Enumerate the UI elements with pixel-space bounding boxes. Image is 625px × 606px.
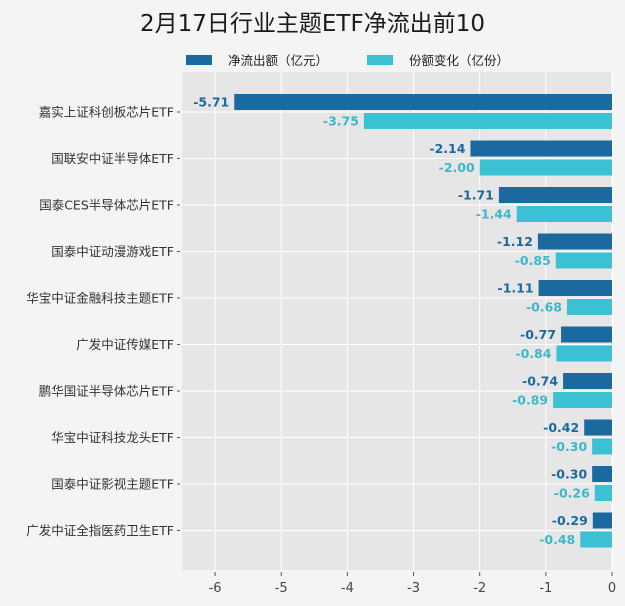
category-label: 华宝中证科技龙头ETF [51, 430, 174, 445]
net-outflow-bar [561, 326, 612, 343]
data-label: -3.75 [323, 114, 359, 129]
data-label: -0.26 [554, 486, 590, 501]
data-label: -0.30 [551, 467, 587, 482]
legend-item-net-outflow: 净流出额（亿元） [186, 50, 328, 69]
share-change-bar [594, 485, 612, 501]
share-change-bar [479, 159, 612, 176]
share-change-bar [516, 206, 612, 222]
legend-item-share-change: 份额变化（亿份） [367, 50, 509, 69]
category-label: 国泰中证影视主题ETF [51, 477, 174, 492]
share-change-bar [592, 438, 612, 455]
chart-title: 2月17日行业主题ETF净流出前10 [140, 11, 485, 37]
x-tick-label: -3 [407, 581, 420, 596]
data-label: -5.71 [193, 95, 229, 110]
category-label: 广发中证全指医药卫生ETF [26, 523, 174, 538]
legend-swatch [367, 54, 393, 65]
net-outflow-bar [498, 187, 612, 203]
net-outflow-bar [470, 140, 612, 157]
x-tick-label: -4 [341, 581, 354, 596]
data-label: -0.42 [543, 420, 579, 435]
category-label: 国泰中证动漫游戏ETF [51, 244, 174, 259]
legend-label: 份额变化（亿份） [409, 53, 510, 68]
category-label: 国泰CES半导体芯片ETF [39, 198, 174, 213]
net-outflow-bar [592, 466, 612, 482]
data-label: -0.48 [539, 532, 575, 547]
data-label: -0.85 [515, 253, 551, 268]
x-tick-label: -1 [539, 581, 552, 596]
x-tick-label: 0 [608, 581, 616, 596]
x-tick-label: -6 [209, 581, 222, 596]
data-label: -1.11 [498, 281, 534, 296]
legend-label: 净流出额（亿元） [228, 53, 329, 68]
data-label: -1.71 [458, 188, 494, 203]
net-outflow-bar [234, 94, 612, 110]
data-label: -0.29 [552, 513, 588, 528]
legend-swatch [186, 54, 212, 65]
data-label: -1.12 [497, 234, 533, 249]
net-outflow-bar [584, 419, 612, 436]
share-change-bar [567, 299, 612, 315]
category-label: 鹏华国证半导体芯片ETF [39, 384, 174, 399]
category-label: 国联安中证半导体ETF [51, 151, 174, 166]
data-label: -2.00 [439, 160, 475, 175]
x-tick-label: -5 [275, 581, 288, 596]
data-label: -1.44 [476, 207, 512, 222]
data-label: -0.84 [515, 346, 551, 361]
net-outflow-bar [592, 512, 612, 529]
x-tick-label: -2 [473, 581, 486, 596]
data-label: -0.89 [512, 393, 548, 408]
share-change-bar [555, 252, 612, 269]
data-label: -2.14 [429, 141, 465, 156]
share-change-bar [363, 113, 612, 129]
data-label: -0.74 [522, 374, 558, 389]
data-label: -0.68 [526, 300, 562, 315]
share-change-bar [553, 392, 612, 408]
category-label: 华宝中证金融科技主题ETF [26, 291, 174, 306]
data-label: -0.77 [520, 327, 556, 342]
net-outflow-bar [537, 233, 612, 250]
category-label: 嘉实上证科创板芯片ETF [39, 105, 174, 120]
share-change-bar [556, 345, 612, 362]
net-outflow-bar [563, 373, 612, 389]
share-change-bar [580, 531, 612, 548]
net-outflow-bar [538, 280, 612, 296]
data-label: -0.30 [551, 439, 587, 454]
category-label: 广发中证传媒ETF [76, 337, 174, 352]
